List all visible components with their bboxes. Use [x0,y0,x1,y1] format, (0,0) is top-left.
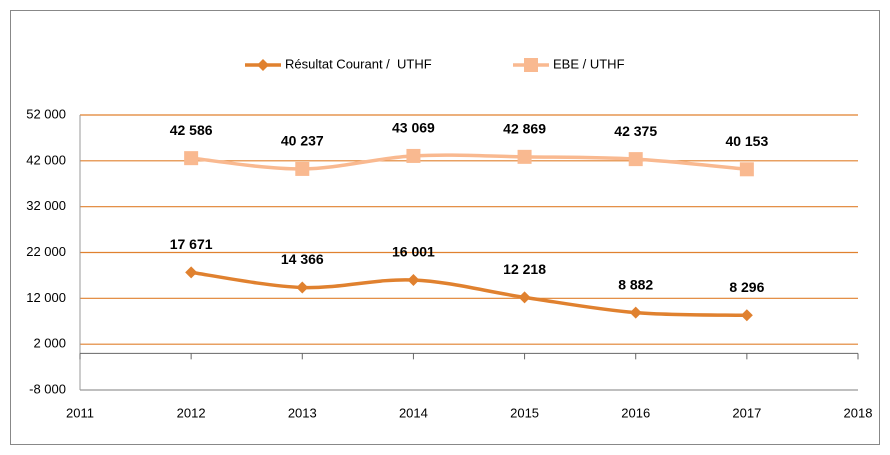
point [184,151,199,166]
value-label: 8 296 [729,279,764,295]
y-tick-label: 42 000 [26,152,66,167]
value-label: 40 153 [725,133,768,149]
point [629,306,642,319]
point [628,152,643,167]
value-label: 42 869 [503,121,546,137]
x-tick-label: 2012 [177,405,206,420]
value-label: 14 366 [281,251,324,267]
series-line [190,153,748,172]
value-label: 43 069 [392,120,435,136]
legend-marker [524,58,538,72]
value-label: 42 586 [170,122,213,138]
x-tick-label: 2016 [621,405,650,420]
point [407,273,420,286]
x-tick-label: 2011 [66,405,94,420]
y-tick-label: 32 000 [26,198,66,213]
x-tick-label: 2014 [399,405,428,420]
value-label: 40 237 [281,133,324,149]
y-tick-label: 52 000 [26,106,66,121]
y-tick-label: 12 000 [26,290,66,305]
y-tick-label: -8 000 [29,381,66,396]
value-label: 16 001 [392,244,435,260]
point [740,309,753,322]
value-label: 42 375 [614,123,657,139]
point [517,149,532,164]
y-tick-label: 22 000 [26,244,66,259]
value-label: 17 671 [170,236,213,252]
series-line [190,270,747,318]
x-tick-label: 2018 [844,405,873,420]
x-tick-label: 2017 [732,405,761,420]
point [518,291,531,304]
point [739,162,754,177]
chart-border [10,10,880,445]
point [406,148,421,163]
legend-label: Résultat Courant / UTHF [285,56,432,71]
value-label: 8 882 [618,276,653,292]
point [295,161,310,176]
legend-marker [257,59,269,71]
point [296,281,309,294]
x-tick-label: 2015 [510,405,539,420]
y-tick-label: 2 000 [33,336,66,351]
point [185,266,198,279]
value-label: 12 218 [503,261,546,277]
legend-label: EBE / UTHF [553,56,625,71]
x-tick-label: 2013 [288,405,317,420]
